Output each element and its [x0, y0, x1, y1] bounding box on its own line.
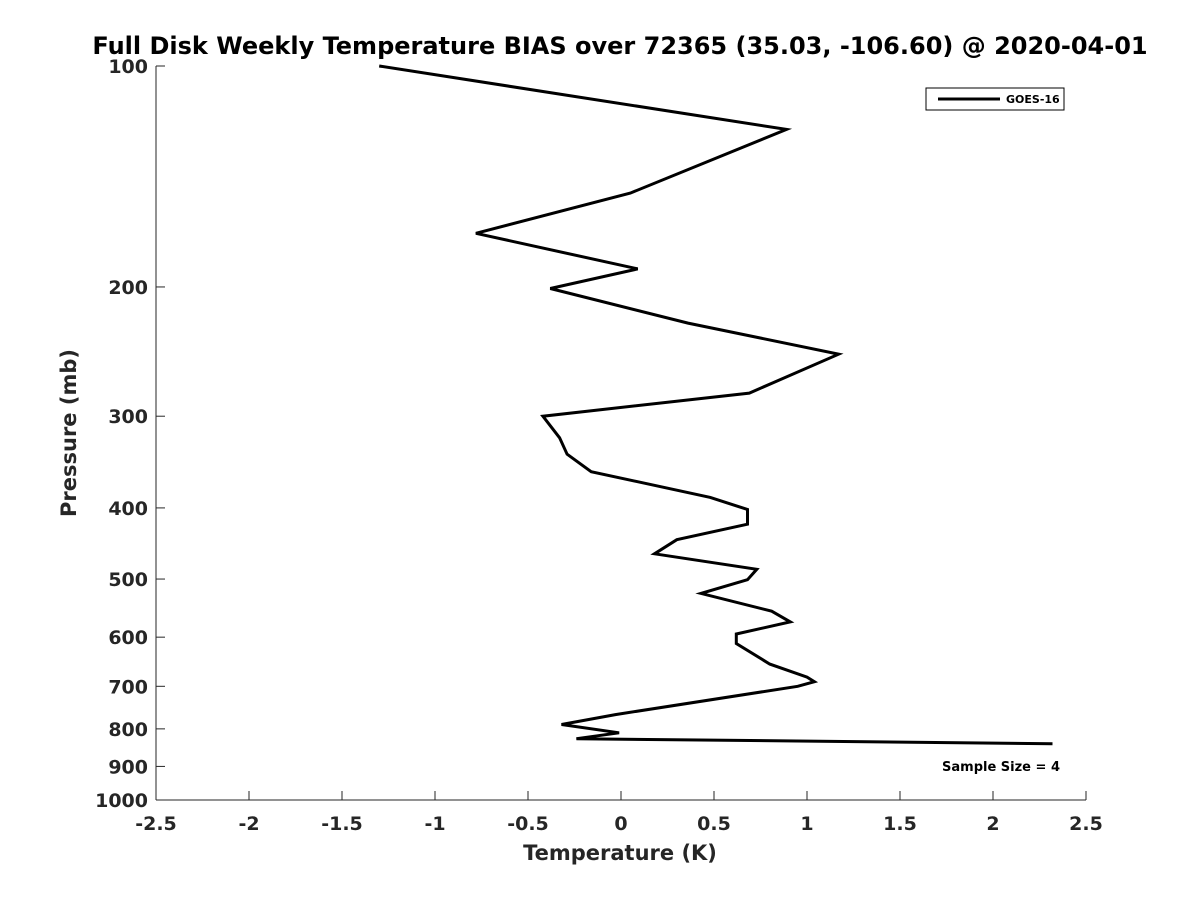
sample-size-annotation: Sample Size = 4	[942, 760, 1060, 775]
legend-entry-goes-16: GOES-16	[1006, 93, 1060, 106]
x-tick-label: 0.5	[697, 813, 731, 835]
y-axis-label: Pressure (mb)	[57, 349, 81, 517]
x-tick-label: 2.5	[1069, 813, 1103, 835]
series-line-goes-16	[378, 64, 1053, 746]
x-tick-label: 1	[800, 813, 813, 835]
x-tick-label: 2	[986, 813, 999, 835]
y-tick-label: 900	[108, 756, 148, 778]
x-tick-label: -0.5	[507, 813, 549, 835]
y-tick-label: 100	[108, 56, 148, 78]
x-tick-label: -2	[238, 813, 259, 835]
y-tick-label: 1000	[95, 790, 148, 812]
x-axis-label: Temperature (K)	[523, 841, 717, 865]
series-group	[378, 64, 1053, 746]
y-tick-label: 700	[108, 676, 148, 698]
y-tick-label: 400	[108, 498, 148, 520]
y-tick-label: 300	[108, 406, 148, 428]
x-tick-label: -1	[424, 813, 445, 835]
legend: GOES-16	[925, 87, 1065, 111]
x-tick-label: 1.5	[883, 813, 917, 835]
x-tick-label: -1.5	[321, 813, 363, 835]
y-tick-label: 200	[108, 277, 148, 299]
chart-title: Full Disk Weekly Temperature BIAS over 7…	[92, 32, 1147, 60]
x-tick-label: -2.5	[135, 813, 177, 835]
y-tick-label: 600	[108, 627, 148, 649]
axes: -2.5 -2 -1.5 -1 -0.5 0 0.5 1 1.5 2 2.5 100 200 300 400…	[95, 56, 1103, 835]
y-tick-label: 500	[108, 569, 148, 591]
y-tick-label: 800	[108, 719, 148, 741]
x-tick-label: 0	[614, 813, 627, 835]
